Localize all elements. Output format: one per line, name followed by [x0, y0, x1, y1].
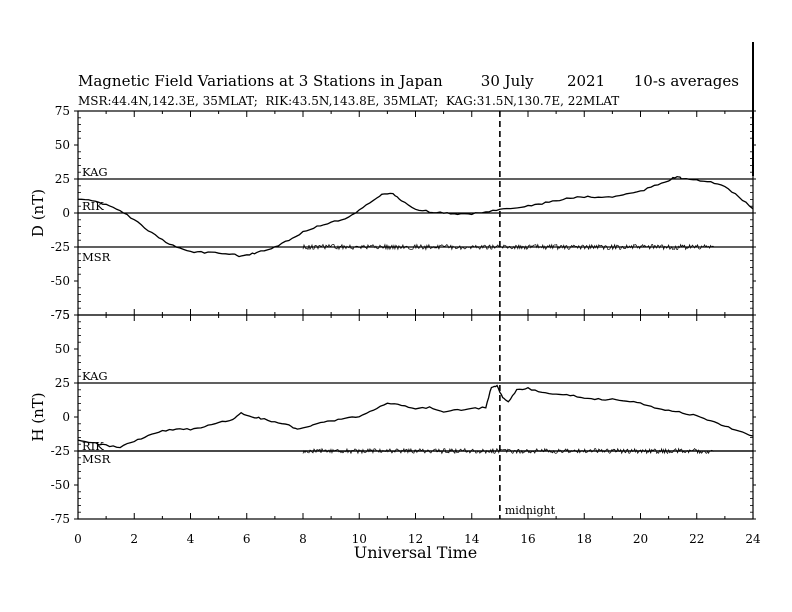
- series-msr-h: [302, 447, 714, 455]
- x-axis-label: Universal Time: [354, 543, 477, 562]
- y-tick-label-d: 25: [55, 172, 70, 186]
- y-tick-label-h: 50: [55, 342, 70, 356]
- x-tick-label: 14: [464, 532, 480, 546]
- y-tick-label-h: 0: [62, 410, 70, 424]
- station-info-subtitle: MSR:44.4N,142.3E, 35MLAT; RIK:43.5N,143.…: [78, 94, 620, 108]
- y-axis-label-h: H (nT): [29, 392, 47, 441]
- x-tick-label: 16: [520, 532, 535, 546]
- x-tick-label: 12: [408, 532, 423, 546]
- x-tick-label: 4: [187, 532, 195, 546]
- series-kag-d: [77, 175, 754, 258]
- y-tick-label-h: -75: [51, 512, 70, 526]
- x-tick-label: 22: [689, 532, 704, 546]
- y-tick-label-h: -25: [51, 444, 70, 458]
- midnight-label: midnight: [505, 504, 556, 517]
- plot-frame-h: [77, 314, 754, 520]
- x-tick-label: 6: [243, 532, 251, 546]
- station-label-msr-d: MSR: [82, 250, 111, 264]
- y-tick-label-h: 75: [55, 308, 70, 322]
- x-tick-label: 8: [299, 532, 307, 546]
- station-label-kag-d: KAG: [82, 165, 108, 179]
- x-tick-label: 10: [352, 532, 367, 546]
- x-tick-label: 0: [74, 532, 82, 546]
- station-label-kag-h: KAG: [82, 369, 108, 383]
- y-tick-label-h: -50: [51, 478, 70, 492]
- series-kag-h: [77, 384, 754, 449]
- y-tick-label-d: -50: [51, 274, 70, 288]
- y-tick-label-d: -25: [51, 240, 70, 254]
- y-tick-label-h: 25: [55, 376, 70, 390]
- y-axis-label-d: D (nT): [29, 189, 47, 237]
- x-tick-label: 24: [745, 532, 761, 546]
- y-tick-label-d: 75: [55, 104, 70, 118]
- chart-title: Magnetic Field Variations at 3 Stations …: [78, 72, 739, 90]
- station-label-msr-h: MSR: [82, 452, 111, 466]
- y-tick-label-d: 50: [55, 138, 70, 152]
- y-tick-label-d: 0: [62, 206, 70, 220]
- x-tick-label: 2: [130, 532, 138, 546]
- y-tick-label-d: -75: [51, 308, 70, 322]
- x-tick-label: 20: [633, 532, 648, 546]
- series-msr-d: [302, 243, 714, 251]
- x-tick-label: 18: [577, 532, 592, 546]
